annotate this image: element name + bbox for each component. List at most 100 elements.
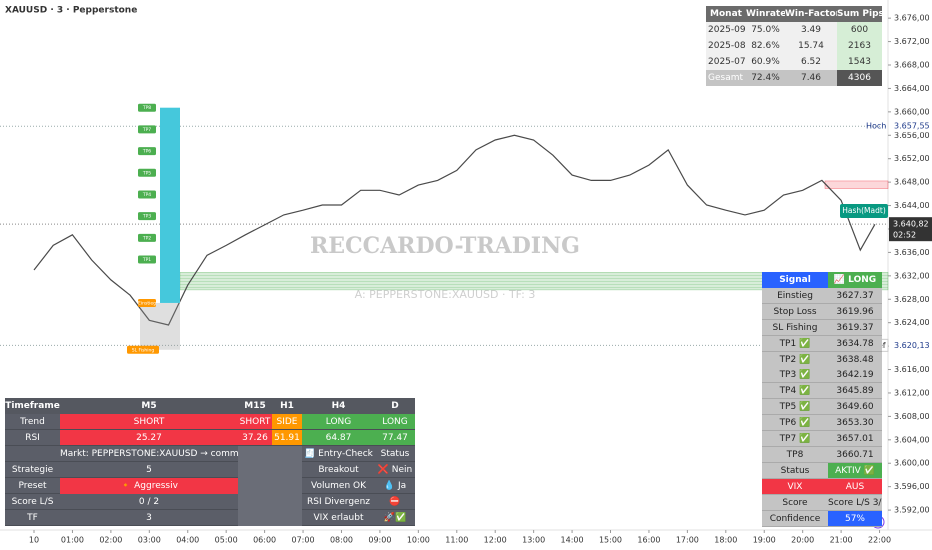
y-tick-label: 3.652,00 — [894, 154, 930, 163]
y-tick-label: 3.676,00 — [894, 14, 930, 23]
check: ✅ — [799, 386, 811, 397]
check: ✅ — [799, 370, 811, 381]
y-tick-label: 3.636,00 — [894, 248, 930, 257]
level-name: TP2 ✅ — [762, 351, 828, 368]
tf-cell: 25.27 — [60, 430, 238, 446]
tf-header: M5 — [60, 398, 238, 414]
level-tag — [138, 255, 156, 264]
info-value: 🔸 Aggressiv — [60, 478, 238, 494]
stats-header: Sum Pips — [837, 6, 882, 22]
y-tick-label: 3.616,00 — [894, 365, 930, 374]
x-tick-label: 19:00 — [753, 536, 776, 545]
stats-cell: 75.0% — [746, 22, 785, 38]
info-label: Strategie — [5, 462, 60, 478]
tf-cell: 77.47 — [375, 430, 415, 446]
x-tick-label: 14:00 — [561, 536, 584, 545]
level-tag-label: TP6 — [142, 149, 151, 155]
watermark-sub: A: PEPPERSTONE:XAUUSD · TF: 3 — [355, 288, 536, 301]
info-value: 💧 Ja — [375, 478, 415, 494]
tf-label: Trend — [5, 414, 60, 430]
tf-cell: LONG — [375, 414, 415, 430]
y-tick-label: 3.624,00 — [894, 318, 930, 327]
tf-blank — [5, 446, 60, 462]
y-tick-label: 3.660,00 — [894, 107, 930, 116]
level-price: 3645.89 — [828, 383, 882, 400]
level-tag — [138, 212, 156, 221]
x-tick-label: 13:00 — [522, 536, 545, 545]
level-tag-label: TP8 — [142, 105, 151, 111]
level-tag-label: TP3 — [142, 214, 151, 220]
check: ✅ — [799, 434, 811, 444]
risk-box — [140, 302, 180, 350]
signal-row: Score L/S 3/1 — [828, 494, 882, 511]
signal-row: AUS — [828, 478, 882, 495]
annotation-bg — [840, 204, 888, 218]
x-tick-label: 04:00 — [176, 536, 199, 545]
x-tick-label: 09:00 — [368, 536, 391, 545]
signal-row: 57% — [828, 510, 882, 527]
level-tag-label: TP5 — [142, 170, 151, 176]
x-tick-label: 18:00 — [714, 536, 737, 545]
level-tag — [127, 345, 159, 354]
y-tick-label: 3.648,00 — [894, 178, 930, 187]
x-tick-label: 20:00 — [791, 536, 814, 545]
level-price: 3627.37 — [828, 287, 882, 304]
tf-gap — [238, 446, 302, 462]
level-tag-label: TP7 — [142, 127, 151, 133]
info-label: VIX erlaubt — [302, 510, 375, 526]
x-tick-label: 21:00 — [830, 536, 853, 545]
info-label: TF — [5, 510, 60, 526]
level-name: TP3 ✅ — [762, 367, 828, 384]
resistance-zone — [824, 180, 889, 189]
level-tag — [138, 103, 156, 112]
stats-total: 4306 — [837, 70, 882, 86]
info-label: Volumen OK — [302, 478, 375, 494]
info-value: ⛔ — [375, 494, 415, 510]
tf-label: RSI — [5, 430, 60, 446]
y-tick-label: 3.604,00 — [894, 435, 930, 444]
level-name: TP8 — [762, 446, 828, 463]
signal-row: VIX — [762, 478, 828, 495]
level-price: 3619.37 — [828, 319, 882, 336]
tf-cell: 64.87 — [302, 430, 375, 446]
level-tag — [138, 125, 156, 134]
y-tick-label: 3.628,00 — [894, 295, 930, 304]
tf-header: H1 — [272, 398, 302, 414]
level-tag — [138, 147, 156, 156]
y-tick-label: 3.596,00 — [894, 482, 930, 491]
signal-header: Signal — [762, 272, 828, 288]
countdown: 02:52 — [893, 231, 916, 240]
stats-cell: 2163 — [837, 38, 882, 54]
tf-cell: SHORT — [60, 414, 238, 430]
x-tick-label: 07:00 — [292, 536, 315, 545]
x-tick-label: 12:00 — [484, 536, 507, 545]
x-tick-label: 10:00 — [407, 536, 430, 545]
level-price: 3649.60 — [828, 399, 882, 416]
current-label: 3.640,82 — [893, 220, 929, 229]
stats-cell: 15.74 — [785, 38, 837, 54]
tf-gap — [238, 494, 302, 510]
tf-header: M15 — [238, 398, 272, 414]
info-label: Score L/S — [5, 494, 60, 510]
level-tag — [138, 168, 156, 177]
level-name: Einstieg — [762, 287, 828, 304]
y-tick-label: 3.632,00 — [894, 271, 930, 280]
level-tag — [138, 190, 156, 199]
tf-cell: SIDE — [272, 414, 302, 430]
info-label: RSI Divergenz — [302, 494, 375, 510]
watermark: RECCARDO-TRADING — [310, 233, 580, 259]
low-label-bg — [889, 339, 932, 352]
stats-header: Monat — [706, 6, 746, 22]
tf-gap — [238, 478, 302, 494]
signal-row: AKTIV ✅ — [828, 462, 882, 479]
check: ✅ — [799, 354, 811, 365]
level-name: Stop Loss — [762, 303, 828, 320]
tf-gap — [238, 510, 302, 526]
x-tick-label: 15:00 — [599, 536, 622, 545]
level-name: TP4 ✅ — [762, 383, 828, 400]
level-tag — [138, 298, 156, 307]
tf-cell: 37.26 — [238, 430, 272, 446]
low-label: 3.620,13 — [894, 341, 930, 350]
stats-total: Gesamt — [706, 70, 746, 86]
